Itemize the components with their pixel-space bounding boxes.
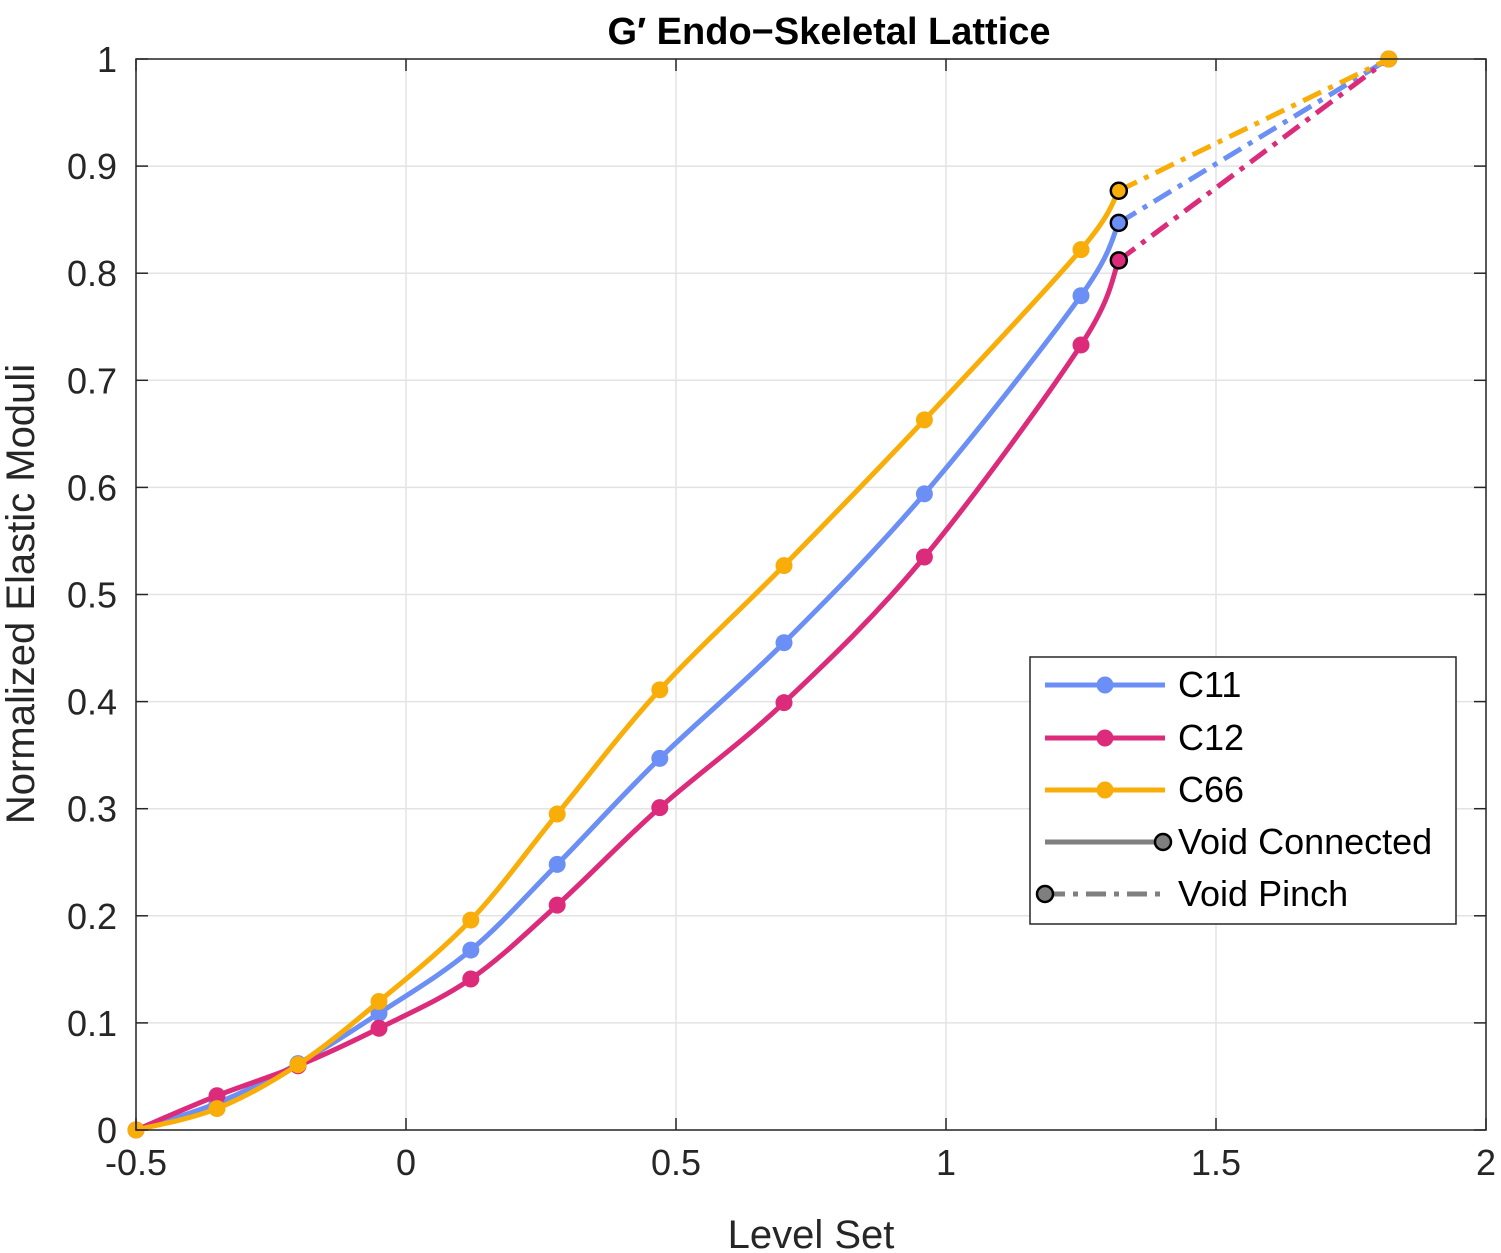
data-point-c11	[651, 749, 669, 767]
x-tick-label: 0	[396, 1142, 416, 1183]
data-point-c11	[775, 634, 793, 652]
data-point-c12	[1072, 336, 1090, 354]
legend-marker-void-connected	[1153, 832, 1173, 852]
data-point-c11	[370, 1004, 388, 1022]
legend: C11 C12 C66 Void Connected Void Pinch	[1029, 656, 1457, 925]
axes: -0.5 0 0.5 1 1.5 200.10.20.30.40.50.60.70.80.…	[67, 39, 1496, 1183]
data-point-c66	[651, 681, 669, 699]
legend-label-void-pinch: Void Pinch	[1178, 873, 1348, 914]
data-point-c12	[370, 1019, 388, 1037]
data-point-c11	[915, 485, 933, 503]
legend-label-c12: C12	[1178, 717, 1244, 758]
series-pinch-line-c12	[1117, 56, 1391, 263]
y-tick-label: 0.9	[67, 146, 117, 187]
data-point-c11	[548, 855, 566, 873]
data-point-c66	[915, 411, 933, 429]
y-tick-label: 0.6	[67, 467, 117, 508]
x-tick-label: 1	[936, 1142, 956, 1183]
pinch-point-c12	[1109, 251, 1129, 270]
y-tick-label: 0.5	[67, 575, 117, 616]
y-tick-label: 0.1	[67, 1003, 117, 1044]
y-tick-label: 0	[97, 1110, 117, 1151]
x-tick-label: 0.5	[651, 1142, 701, 1183]
series-pinch-line-c66	[1117, 56, 1390, 193]
data-point-c12	[915, 548, 933, 566]
legend-marker-c66	[1096, 781, 1114, 799]
legend-label-c66: C66	[1178, 769, 1244, 810]
data-point-c66	[775, 557, 793, 575]
data-point-c66	[548, 805, 566, 823]
data-point-c66	[462, 911, 480, 929]
data-point-c12	[462, 970, 480, 988]
legend-label-void-connected: Void Connected	[1178, 821, 1432, 862]
data-point-c66	[1072, 241, 1090, 259]
y-tick-label: 0.4	[67, 682, 117, 723]
data-point-c66	[208, 1100, 226, 1118]
legend-marker-c12	[1096, 729, 1114, 747]
legend-marker-void-pinch	[1035, 884, 1055, 904]
data-point-c12	[548, 896, 566, 914]
x-tick-label: -0.5	[105, 1142, 167, 1183]
legend-marker-c11	[1096, 676, 1114, 694]
y-tick-label: 0.8	[67, 253, 117, 294]
x-tick-label: 2	[1476, 1142, 1496, 1183]
data-point-c12	[775, 694, 793, 712]
data-point-c11	[1072, 287, 1090, 305]
data-point-c11	[462, 941, 480, 959]
chart-title: G′ Endo−Skeletal Lattice	[607, 11, 1050, 53]
data-point-c66	[370, 992, 388, 1010]
pinch-point-c11	[1109, 213, 1129, 233]
y-tick-label: 1	[97, 39, 117, 80]
pinch-point-c66	[1109, 181, 1129, 200]
data-point-c12	[651, 799, 669, 817]
y-tick-label: 0.3	[67, 789, 117, 830]
data-point-c66	[289, 1056, 307, 1074]
y-tick-label: 0.7	[67, 360, 117, 401]
x-tick-label: 1.5	[1191, 1142, 1241, 1183]
data-point-c12	[208, 1087, 226, 1105]
y-tick-label: 0.2	[67, 896, 117, 937]
y-axis-title: Normalized Elastic Moduli	[0, 364, 43, 824]
legend-label-c11: C11	[1178, 664, 1241, 705]
series-pinch-line-c11	[1117, 56, 1391, 225]
x-axis-title: Level Set	[728, 1213, 895, 1253]
